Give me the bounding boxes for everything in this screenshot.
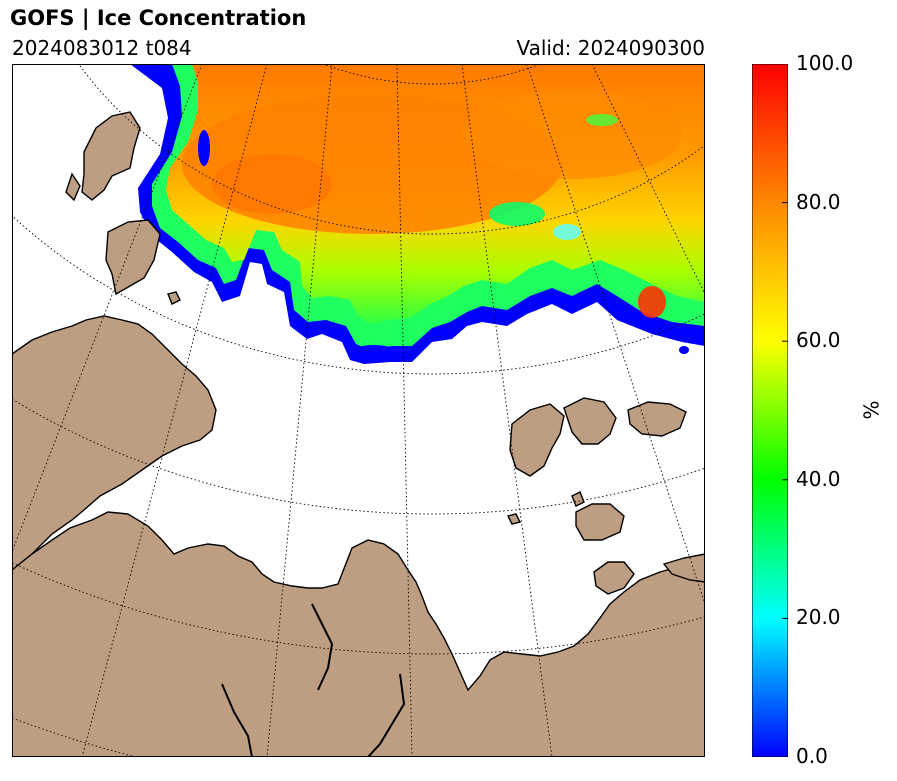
colorbar-tick-label: 80.0 — [796, 189, 841, 214]
valid-time-label: Valid: 2024090300 — [516, 36, 705, 60]
colorbar-tick-marks — [782, 64, 788, 757]
map-frame — [12, 64, 705, 757]
colorbar-tick-label: 20.0 — [796, 605, 841, 630]
river-lines — [221, 603, 406, 757]
colorbar — [752, 64, 788, 757]
colorbar-tick-label: 100.0 — [796, 51, 854, 75]
landmass — [12, 111, 705, 757]
ice-concentration-map — [12, 64, 705, 757]
sea-ice-field — [130, 64, 705, 364]
colorbar-unit-label: % — [859, 400, 884, 420]
colorbar-tick-label: 0.0 — [796, 744, 828, 768]
colorbar-gradient — [752, 64, 788, 757]
graticule — [12, 64, 705, 757]
model-run-label: 2024083012 t084 — [12, 36, 192, 60]
colorbar-tick-label: 60.0 — [796, 328, 841, 353]
map-title: GOFS | Ice Concentration — [10, 6, 307, 30]
colorbar-tick-label: 40.0 — [796, 466, 841, 491]
